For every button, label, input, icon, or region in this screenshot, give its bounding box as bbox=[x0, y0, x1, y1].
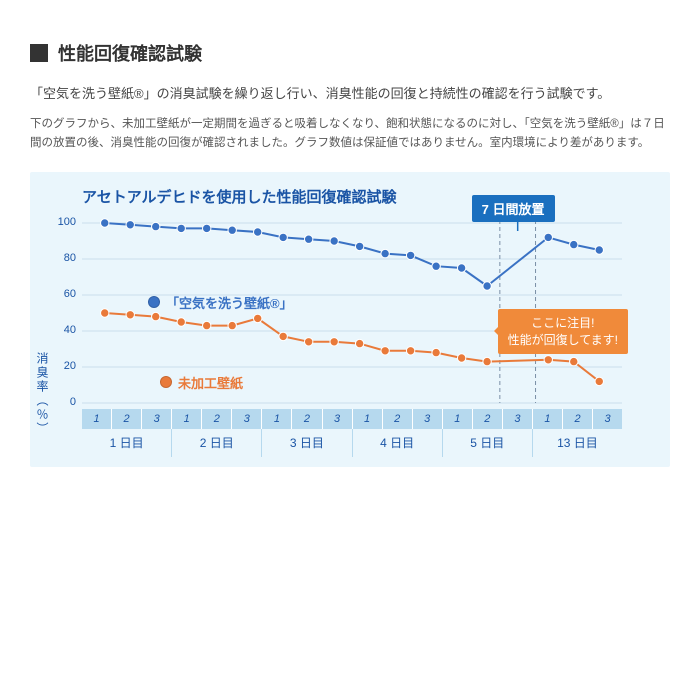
chart-area: 7 日間放置 ここに注目! 性能が回復してます! 「空気を洗う壁紙®」 未加工壁… bbox=[82, 213, 622, 409]
y-tick: 80 bbox=[42, 252, 76, 264]
legend-dot-icon bbox=[148, 296, 160, 308]
legend-dot-icon bbox=[160, 376, 172, 388]
callout-7day: 7 日間放置 bbox=[472, 195, 555, 222]
section-title-text: 性能回復確認試験 bbox=[58, 40, 202, 66]
callout-recovery-line1: ここに注目! bbox=[531, 316, 594, 330]
y-tick: 40 bbox=[42, 324, 76, 336]
desc-text: 下のグラフから、未加工壁紙が一定期間を過ぎると吸着しなくなり、飽和状態になるのに… bbox=[30, 115, 670, 154]
y-tick: 0 bbox=[42, 396, 76, 408]
legend-blue-label: 「空気を洗う壁紙®」 bbox=[166, 293, 293, 312]
callout-recovery: ここに注目! 性能が回復してます! bbox=[498, 309, 628, 355]
callout-recovery-line2: 性能が回復してます! bbox=[508, 333, 618, 347]
section-title: 性能回復確認試験 bbox=[30, 40, 670, 66]
legend-orange-label: 未加工壁紙 bbox=[178, 373, 243, 392]
y-tick: 60 bbox=[42, 288, 76, 300]
y-tick: 100 bbox=[42, 216, 76, 228]
chart-title: アセトアルデヒドを使用した性能回復確認試験 bbox=[82, 186, 660, 207]
square-icon bbox=[30, 44, 48, 62]
y-tick: 20 bbox=[42, 360, 76, 372]
legend-orange: 未加工壁紙 bbox=[160, 373, 243, 392]
legend-blue: 「空気を洗う壁紙®」 bbox=[148, 293, 293, 312]
lead-text: 「空気を洗う壁紙®」の消臭試験を繰り返し行い、消臭性能の回復と持続性の確認を行う… bbox=[30, 84, 670, 105]
chart-card: アセトアルデヒドを使用した性能回復確認試験 消臭率（％） 7 日間放置 ここに注… bbox=[30, 172, 670, 467]
callout-7day-text: 7 日間放置 bbox=[482, 202, 545, 217]
